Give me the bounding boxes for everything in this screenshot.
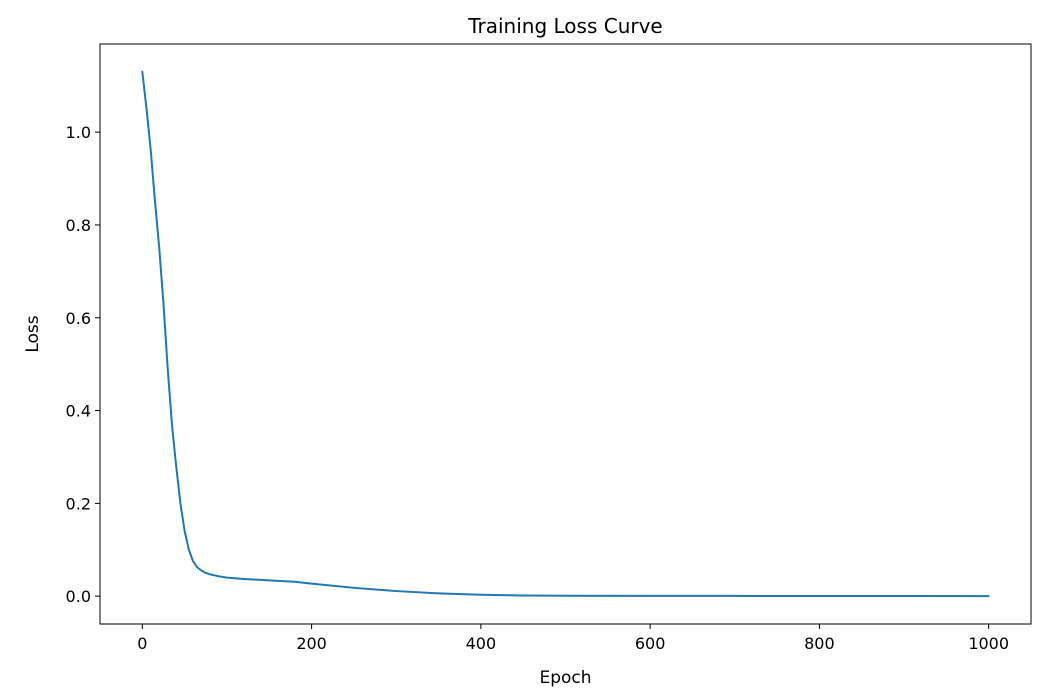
x-axis-label: Epoch (539, 668, 591, 688)
y-tick-label: 0.6 (66, 309, 91, 328)
x-axis: 0 200 400 600 800 1000 (137, 624, 1009, 653)
x-tick-label: 1000 (968, 634, 1009, 653)
chart-title: Training Loss Curve (467, 14, 663, 38)
x-tick-label: 800 (804, 634, 835, 653)
y-tick-label: 0.0 (66, 587, 91, 606)
x-tick-label: 0 (137, 634, 147, 653)
y-tick-label: 0.8 (66, 216, 91, 235)
y-axis-label: Loss (23, 315, 43, 352)
y-axis: 0.0 0.2 0.4 0.6 0.8 1.0 (66, 123, 100, 606)
series-line (141, 70, 990, 598)
y-tick-label: 1.0 (66, 123, 91, 142)
x-tick-label: 200 (296, 634, 327, 653)
y-tick-label: 0.2 (66, 494, 91, 513)
y-tick-label: 0.4 (66, 402, 91, 421)
plot-area-frame (99, 43, 1032, 625)
x-tick-label: 400 (466, 634, 497, 653)
x-tick-label: 600 (635, 634, 666, 653)
